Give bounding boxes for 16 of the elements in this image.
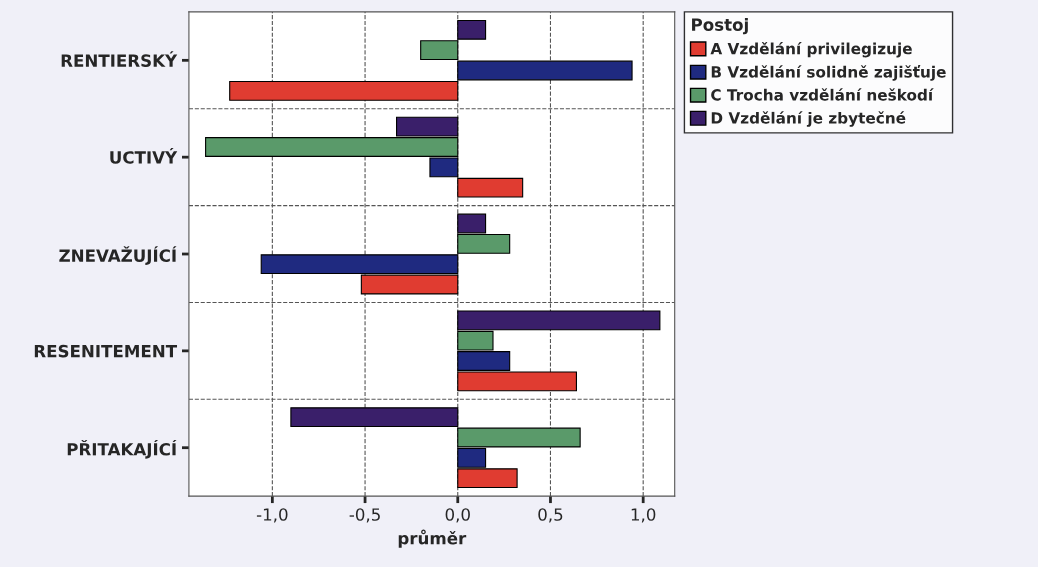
legend-title: Postoj bbox=[692, 18, 748, 35]
legend-label: B Vzdělání solidně zajišťuje bbox=[711, 65, 946, 81]
x-tick-label: -1,0 bbox=[256, 508, 288, 523]
x-tick-label: 0,5 bbox=[538, 508, 563, 523]
y-tick-label: UCTIVÝ bbox=[110, 148, 178, 164]
y-tick-label: ZNEVAŽUJÍCÍ bbox=[59, 246, 177, 265]
y-tick-label: PŘITAKAJÍCÍ bbox=[67, 439, 177, 459]
legend-label: D Vzdělání je zbytečné bbox=[711, 111, 906, 127]
x-tick-label: -0,5 bbox=[349, 508, 380, 523]
legend-label: C Trocha vzdělání neškodí bbox=[711, 88, 934, 101]
x-tick-label: 1,0 bbox=[631, 508, 656, 523]
y-tick-label: RESENITEMENT bbox=[34, 344, 178, 358]
legend-label: A Vzdělání privilegizuje bbox=[710, 41, 912, 58]
x-axis-title: průměr bbox=[398, 529, 467, 548]
x-tick-label: 0,0 bbox=[445, 508, 470, 523]
y-tick-label: RENTIERSKÝ bbox=[61, 51, 178, 67]
